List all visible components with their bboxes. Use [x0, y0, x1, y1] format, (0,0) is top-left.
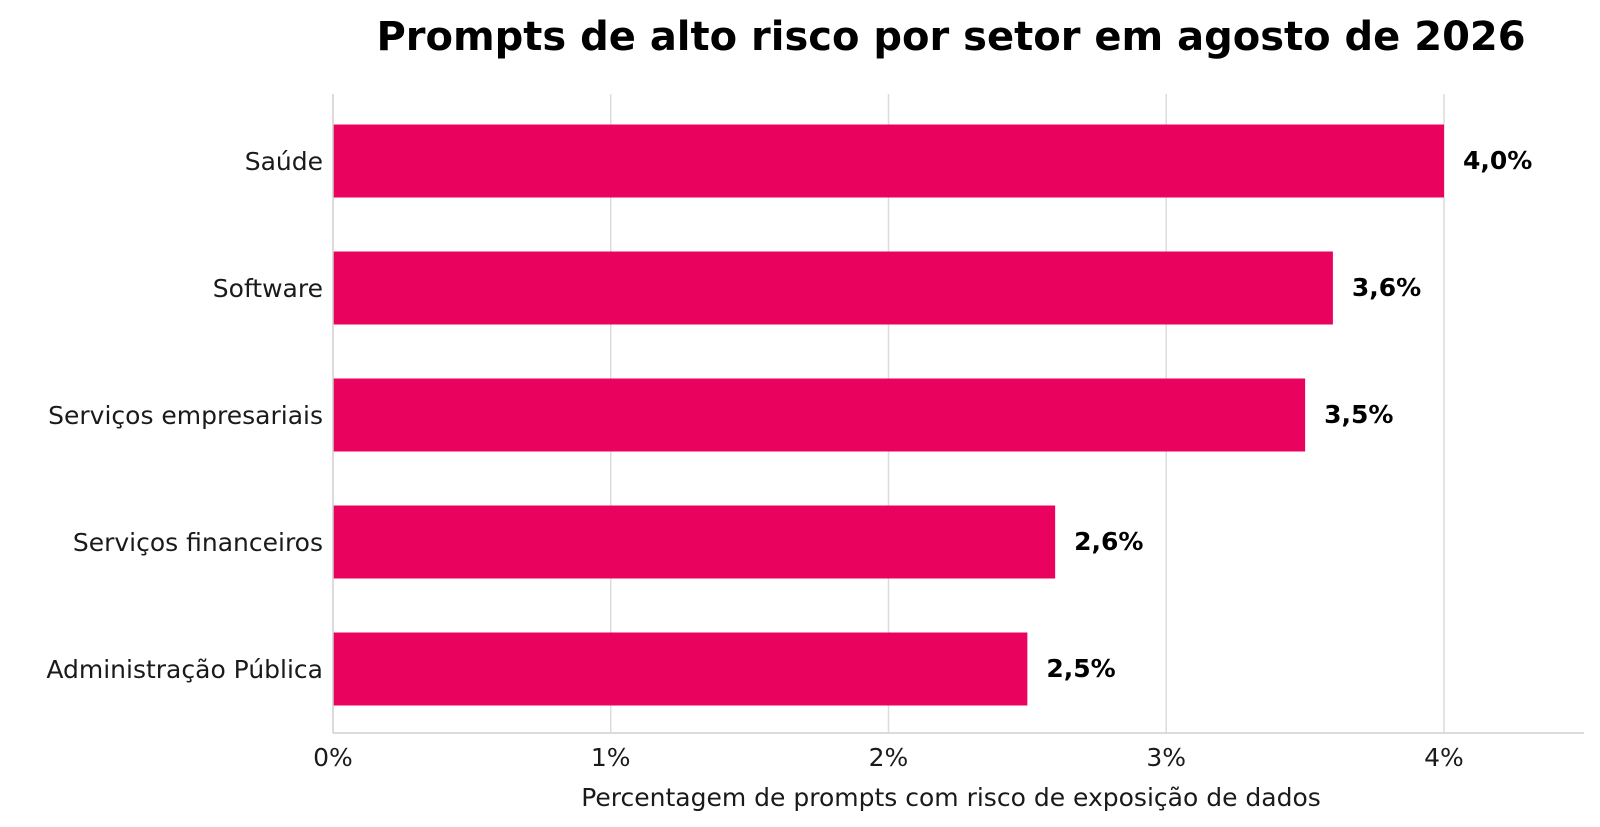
category-label-3: Serviços financeiros — [73, 528, 323, 557]
value-label-1: 3,6% — [1352, 273, 1421, 302]
bar-1 — [333, 251, 1333, 325]
value-label-2: 3,5% — [1324, 400, 1393, 429]
bar-4 — [333, 632, 1028, 706]
chart-title: Prompts de alto risco por setor em agost… — [376, 14, 1525, 60]
x-tick-label-3: 3% — [1146, 743, 1186, 772]
category-label-2: Serviços empresariais — [48, 401, 323, 430]
x-tick-label-2: 2% — [869, 743, 909, 772]
bar-3 — [333, 505, 1056, 579]
category-label-0: Saúde — [245, 147, 323, 176]
category-label-1: Software — [213, 274, 323, 303]
bar-2 — [333, 378, 1306, 452]
value-label-0: 4,0% — [1463, 146, 1532, 175]
axes — [332, 94, 1584, 734]
value-label-4: 2,5% — [1046, 654, 1115, 683]
x-tick-label-1: 1% — [591, 743, 631, 772]
x-axis-title: Percentagem de prompts com risco de expo… — [581, 783, 1321, 812]
bars — [333, 124, 1444, 706]
x-tick-label-4: 4% — [1424, 743, 1464, 772]
x-tick-label-0: 0% — [313, 743, 353, 772]
category-label-4: Administração Pública — [46, 655, 323, 684]
bar-0 — [333, 124, 1444, 198]
value-label-3: 2,6% — [1074, 527, 1143, 556]
labels: 0% 1% 2% 3% 4% Saúde 4,0% Software 3,6% Serviços … — [46, 146, 1532, 772]
